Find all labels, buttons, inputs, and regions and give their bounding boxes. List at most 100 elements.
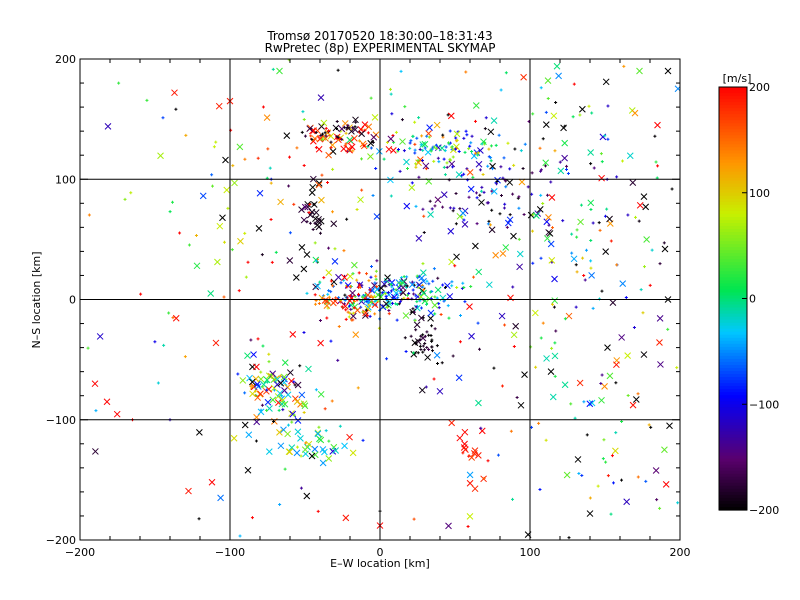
data-point-plus xyxy=(331,167,335,171)
colorbar-step xyxy=(719,437,747,442)
data-point-cross xyxy=(103,398,111,406)
data-point-plus xyxy=(387,278,391,282)
colorbar-step xyxy=(719,159,747,164)
data-point-cross xyxy=(207,290,215,297)
data-point-cross xyxy=(415,281,423,289)
colorbar-step xyxy=(719,319,747,324)
data-point-cross xyxy=(257,375,265,383)
data-point-plus xyxy=(626,393,630,397)
data-point-plus xyxy=(650,248,654,252)
data-point-plus xyxy=(414,305,418,309)
data-point-cross xyxy=(244,352,251,360)
data-point-plus xyxy=(352,306,356,310)
data-point-plus xyxy=(409,334,413,338)
data-point-plus xyxy=(327,289,331,293)
data-point-plus xyxy=(338,424,342,428)
data-point-cross xyxy=(325,151,332,159)
data-point-cross xyxy=(257,390,264,398)
data-point-plus xyxy=(451,354,455,358)
data-point-cross xyxy=(341,274,348,281)
data-point-cross xyxy=(466,168,474,176)
data-point-plus xyxy=(636,475,640,479)
scatter-points xyxy=(86,59,680,540)
data-point-plus xyxy=(283,467,287,471)
data-point-plus xyxy=(416,351,420,355)
data-point-plus xyxy=(622,64,626,68)
data-point-cross xyxy=(104,123,112,130)
colorbar-step xyxy=(719,165,747,170)
colorbar-step xyxy=(719,259,747,263)
data-point-plus xyxy=(457,149,461,153)
data-point-plus xyxy=(455,285,459,289)
data-point-plus xyxy=(589,266,593,270)
data-point-plus xyxy=(538,146,542,150)
data-point-plus xyxy=(288,231,292,235)
data-point-plus xyxy=(486,222,490,226)
data-point-plus xyxy=(336,68,340,72)
data-point-plus xyxy=(606,104,610,108)
data-point-cross xyxy=(329,148,337,155)
data-point-cross xyxy=(294,417,302,424)
data-point-plus xyxy=(364,308,368,312)
data-point-cross xyxy=(459,209,467,217)
data-point-plus xyxy=(167,311,171,315)
data-point-cross xyxy=(588,399,596,407)
data-point-plus xyxy=(454,192,458,196)
data-point-cross xyxy=(319,459,327,467)
data-point-plus xyxy=(490,189,494,193)
data-point-cross xyxy=(654,121,661,129)
data-point-plus xyxy=(236,372,240,376)
data-point-plus xyxy=(318,319,322,323)
data-point-plus xyxy=(637,219,641,223)
data-point-plus xyxy=(333,247,337,251)
data-point-cross xyxy=(315,218,322,225)
data-point-cross xyxy=(292,395,299,403)
data-point-plus xyxy=(515,395,519,399)
colorbar-step xyxy=(719,102,747,106)
data-point-plus xyxy=(295,445,299,449)
colorbar-step xyxy=(719,87,747,91)
data-point-cross xyxy=(323,297,331,305)
colorbar-step xyxy=(719,482,747,487)
colorbar-step xyxy=(719,494,747,499)
data-point-plus xyxy=(452,206,456,210)
data-point-cross xyxy=(474,452,482,459)
data-point-cross xyxy=(466,303,473,311)
data-point-cross xyxy=(399,284,407,292)
data-point-cross xyxy=(419,334,427,342)
data-point-cross xyxy=(613,361,620,369)
data-point-plus xyxy=(469,284,473,288)
data-point-plus xyxy=(505,225,509,229)
data-point-plus xyxy=(424,167,428,171)
data-point-plus xyxy=(508,167,512,171)
data-point-cross xyxy=(294,381,302,389)
data-point-cross xyxy=(551,297,559,304)
data-point-cross xyxy=(281,400,289,408)
data-point-plus xyxy=(433,295,437,299)
data-point-cross xyxy=(431,301,439,309)
data-point-plus xyxy=(436,362,440,366)
colorbar-step xyxy=(719,398,747,402)
data-point-plus xyxy=(614,381,618,385)
data-point-plus xyxy=(574,263,578,267)
data-point-plus xyxy=(318,231,322,235)
data-point-plus xyxy=(411,288,415,292)
data-point-plus xyxy=(489,156,493,160)
data-point-cross xyxy=(652,467,660,474)
data-point-plus xyxy=(226,206,230,210)
data-point-cross xyxy=(490,188,498,195)
chart-title: Tromsø 20170520 18:30:00–18:31:43 xyxy=(266,29,492,43)
data-point-plus xyxy=(365,272,369,276)
data-point-plus xyxy=(534,365,538,369)
colorbar-step xyxy=(719,449,747,454)
data-point-plus xyxy=(415,274,419,278)
data-point-plus xyxy=(475,196,479,200)
data-point-cross xyxy=(623,498,631,506)
data-point-plus xyxy=(336,358,340,362)
data-point-cross xyxy=(286,448,294,456)
data-point-plus xyxy=(413,318,417,322)
data-point-plus xyxy=(487,219,491,223)
data-point-cross xyxy=(248,378,256,386)
data-point-plus xyxy=(243,391,247,395)
data-point-cross xyxy=(275,399,282,406)
